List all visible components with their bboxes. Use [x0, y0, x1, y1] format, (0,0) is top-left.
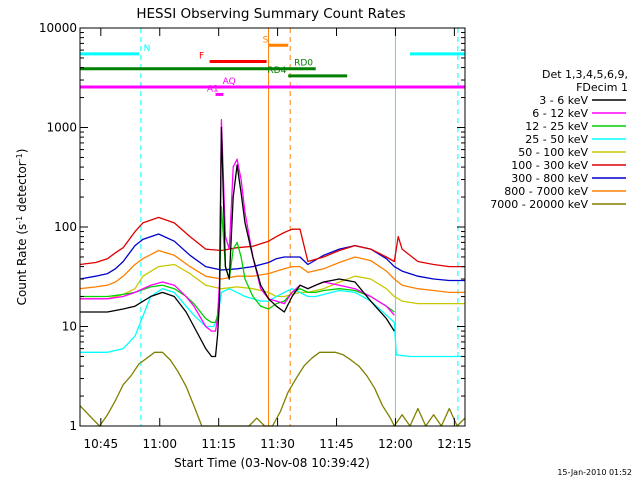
hline-label-rd0: RD0 — [294, 59, 313, 69]
legend-label-12-25-kev: 12 - 25 keV — [525, 120, 588, 133]
footer-timestamp: 15-Jan-2010 01:52 — [557, 468, 632, 477]
series-line-100-300-kev — [79, 216, 465, 268]
hline-label-a1: A1 — [207, 84, 219, 94]
x-tick-label: 11:00 — [142, 437, 177, 451]
series-line-12-25-kev — [80, 206, 395, 324]
y-tick-label: 10 — [62, 320, 77, 334]
series-line-3-6-kev — [80, 126, 395, 358]
hline-label-s: S — [263, 35, 269, 45]
legend-header-2: FDecim 1 — [576, 81, 628, 94]
x-tick-label: 11:45 — [319, 437, 354, 451]
y-tick-label: 10000 — [39, 21, 77, 35]
legend-label-100-300-kev: 100 - 300 keV — [511, 159, 588, 172]
x-tick-label: 12:15 — [437, 437, 472, 451]
x-tick-label: 10:45 — [84, 437, 119, 451]
legend-header-1: Det 1,3,4,5,6,9, — [542, 68, 628, 81]
y-tick-label: 100 — [54, 220, 77, 234]
axis-ticks: 10:45 11:00 11:15 11:30 11:45 12:00 12:15 1 10 10… — [39, 21, 472, 451]
hline-label-n: N — [144, 44, 151, 54]
series-line-6-12-kev — [80, 118, 395, 332]
legend-label-25-50-kev: 25 - 50 keV — [525, 133, 588, 146]
legend-label-50-100-kev: 50 - 100 keV — [518, 146, 588, 159]
hline-label-rd4: RD4 — [267, 66, 286, 76]
y-tick-label: 1 — [69, 419, 77, 433]
legend-label-800-7000-kev: 800 - 7000 keV — [504, 185, 588, 198]
y-axis-label: Count Rate (s-1 detector-1) — [15, 149, 30, 306]
series-line-25-50-kev — [80, 288, 465, 358]
series-line-50-100-kev — [80, 263, 465, 305]
y-tick-label: 1000 — [46, 121, 77, 135]
legend-label-300-800-kev: 300 - 800 keV — [511, 172, 588, 185]
series-line-800-7000-kev — [79, 249, 465, 294]
hline-label-aq: AQ — [223, 77, 236, 87]
series-line-7000-20000-kev — [79, 351, 466, 427]
series-line-300-800-kev — [79, 233, 465, 282]
series-lines — [79, 118, 466, 427]
overlay-lines: N F S RD0 RD4 AQ A1 — [80, 28, 465, 426]
legend-label-6-12-kev: 6 - 12 keV — [532, 107, 588, 120]
x-tick-label: 11:15 — [201, 437, 236, 451]
x-axis-label: Start Time (03-Nov-08 10:39:42) — [174, 456, 370, 470]
legend-label-7000-20000-kev: 7000 - 20000 keV — [490, 198, 588, 211]
hline-label-f: F — [199, 52, 204, 62]
chart-title: HESSI Observing Summary Count Rates — [136, 6, 405, 22]
x-tick-label: 12:00 — [378, 437, 413, 451]
x-tick-label: 11:30 — [260, 437, 295, 451]
legend-label-3-6-kev: 3 - 6 keV — [539, 94, 588, 107]
